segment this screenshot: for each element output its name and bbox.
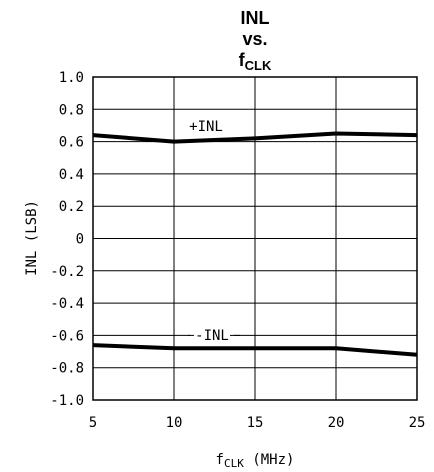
series-group: +INL -INL [92,119,418,357]
y-tick-label-3: 0.4 [59,167,84,183]
x-tick-label-2: 15 [247,415,264,431]
chart-title-clk-subscript: CLK [245,58,272,73]
y-tick-labels: 1.0 0.8 0.6 0.4 0.2 0 -0.2 -0.4 -0.6 -0.8 -1.0 [50,70,84,409]
series-label-minus-inl: -INL [195,328,229,344]
y-tick-label-7: -0.4 [50,296,84,312]
x-axis-label-unit: (MHz) [244,452,295,468]
y-tick-label-8: -0.6 [50,328,84,344]
y-axis-label: INL (LSB) [24,200,40,276]
y-tick-label-1: 0.8 [59,102,84,118]
x-tick-label-0: 5 [89,415,97,431]
x-axis-label: fCLK (MHz) [216,452,295,470]
x-tick-label-1: 10 [166,415,183,431]
y-tick-label-10: -1.0 [50,393,84,409]
x-tick-labels: 5 10 15 20 25 [89,415,426,431]
y-tick-label-2: 0.6 [59,135,84,151]
x-axis-label-f: f [216,452,224,468]
y-tick-label-5: 0 [76,232,84,248]
series-label-plus-inl: +INL [189,119,223,135]
series-line-plus-inl [92,131,418,144]
y-tick-label-6: -0.2 [50,264,84,280]
x-axis-label-clk-subscript: CLK [224,457,244,470]
y-tick-label-4: 0.2 [59,199,84,215]
x-tick-label-4: 25 [409,415,426,431]
chart-title-line-3: fCLK [239,50,272,73]
chart-title-f: f [239,50,246,70]
x-tick-label-3: 20 [328,415,345,431]
minus-inl-label-background [190,328,234,344]
chart-title-line-2: vs. [242,29,267,49]
plot-frame [92,76,418,401]
y-tick-label-9: -0.8 [50,361,84,377]
series-line-minus-inl [92,343,418,357]
chart-title-line-1: INL [241,8,270,28]
y-tick-label-0: 1.0 [59,70,84,86]
